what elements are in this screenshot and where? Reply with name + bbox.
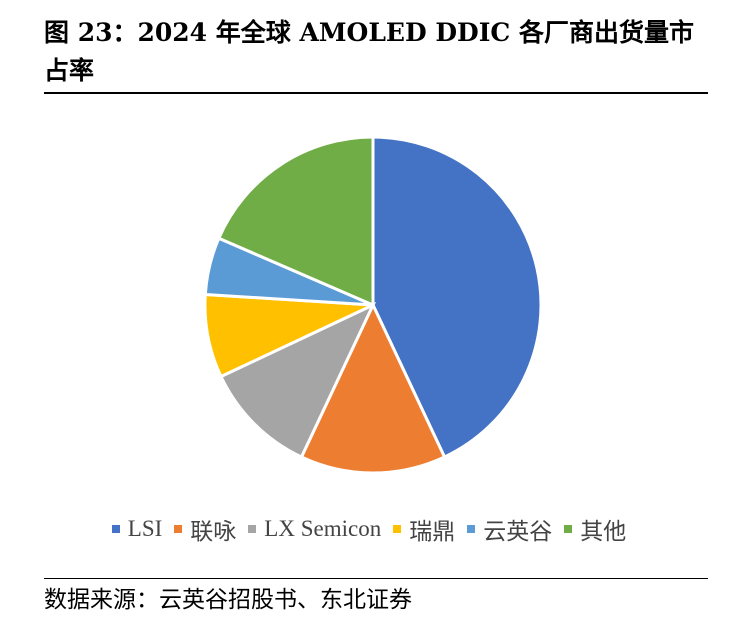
chart-title: 图 23：2024 年全球 AMOLED DDIC 各厂商出货量市占率: [44, 18, 695, 85]
legend-label: 其他: [580, 519, 627, 544]
legend-label: 瑞鼎: [409, 519, 456, 544]
source-rule: [44, 578, 708, 579]
legend-item-1: 联咏: [174, 512, 236, 546]
legend-swatch: [111, 525, 120, 533]
legend-label: LSI: [127, 516, 163, 541]
legend-item-0: LSI: [111, 516, 163, 542]
legend-swatch: [174, 525, 183, 533]
legend-label: 云英谷: [483, 519, 553, 544]
chart-legend: LSI 联咏 LX Semicon 瑞鼎 云英谷 其他: [0, 512, 738, 546]
title-rule: [44, 92, 708, 94]
legend-item-5: 其他: [564, 512, 626, 546]
legend-item-2: LX Semicon: [248, 516, 381, 542]
legend-label: 联咏: [190, 519, 237, 544]
legend-item-3: 瑞鼎: [393, 512, 455, 546]
pie-slice-5: [216, 135, 375, 308]
pie-slice-2: [218, 301, 377, 460]
pie-slice-0: [371, 135, 543, 460]
pie-slice-1: [299, 301, 447, 475]
legend-swatch: [467, 525, 476, 533]
legend-swatch: [393, 525, 402, 533]
legend-label: LX Semicon: [264, 516, 382, 541]
legend-swatch: [564, 525, 573, 533]
legend-swatch: [248, 525, 257, 533]
source-note: 数据来源：云英谷招股书、东北证券: [44, 587, 412, 613]
legend-item-4: 云英谷: [467, 512, 552, 546]
